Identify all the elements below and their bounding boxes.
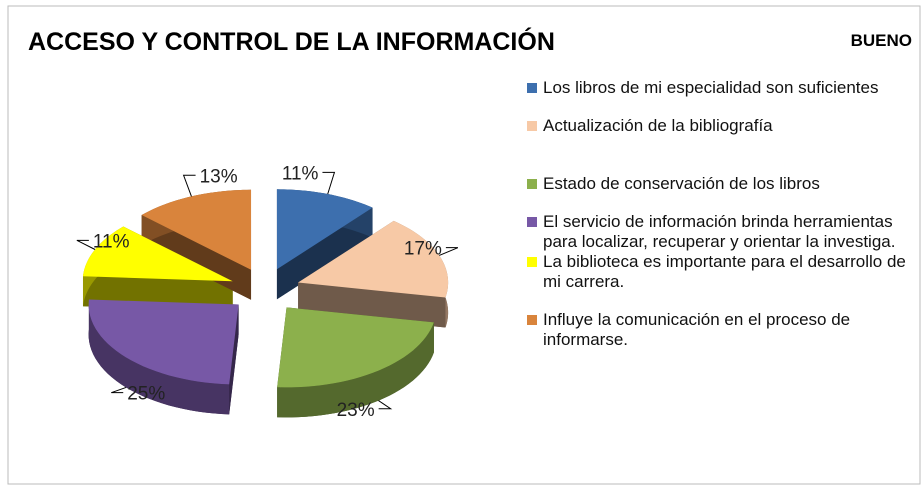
legend-swatch — [527, 315, 537, 325]
legend-item: Actualización de la bibliografía — [527, 116, 912, 136]
slice-side — [276, 207, 373, 300]
slice — [298, 220, 449, 298]
leader-line — [439, 247, 459, 256]
slice — [276, 189, 373, 270]
legend-swatch — [527, 121, 537, 131]
slice — [82, 226, 233, 282]
data-label: 11% — [282, 163, 319, 184]
leader-line — [111, 386, 127, 394]
data-label: 23% — [337, 400, 375, 421]
legend-item: Los libros de mi especialidad son sufici… — [527, 78, 912, 98]
legend-swatch — [527, 179, 537, 189]
legend-label: La biblioteca es importante para el desa… — [543, 252, 906, 291]
legend-swatch — [527, 257, 537, 267]
slice-side — [277, 322, 434, 418]
leader-line — [182, 174, 196, 197]
leader-line — [76, 239, 96, 250]
slice-side — [88, 299, 230, 415]
legend-swatch — [527, 83, 537, 93]
slice — [141, 189, 252, 270]
legend-item: Estado de conservación de los libros — [527, 174, 912, 194]
chart-subtitle: BUENO — [851, 31, 912, 50]
chart-title: ACCESO Y CONTROL DE LA INFORMACIÓN — [28, 26, 555, 56]
legend-swatch — [527, 217, 537, 227]
data-label: 13% — [200, 166, 238, 187]
legend-label: Estado de conservación de los libros — [543, 174, 820, 193]
legend-label: Los libros de mi especialidad son sufici… — [543, 78, 879, 97]
legend-label: Influye la comunicación en el proceso de… — [543, 310, 851, 349]
legend: Los libros de mi especialidad son sufici… — [527, 78, 912, 350]
legend-item: El servicio de información brinda herram… — [527, 212, 912, 252]
leader-line — [322, 171, 336, 195]
data-label: 17% — [404, 239, 442, 260]
data-label: 25% — [127, 384, 165, 405]
leader-line — [378, 400, 393, 410]
legend-label: Actualización de la bibliografía — [543, 116, 773, 135]
data-label: 11% — [93, 231, 130, 252]
legend-item: Influye la comunicación en el proceso de… — [527, 310, 912, 350]
slice — [88, 299, 239, 385]
legend-item: La biblioteca es importante para el desa… — [527, 252, 912, 292]
legend-label: El servicio de información brinda herram… — [543, 212, 896, 251]
slice — [277, 307, 434, 388]
